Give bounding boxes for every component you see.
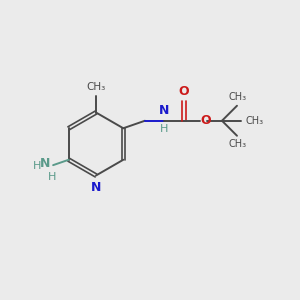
Text: CH₃: CH₃ [245,116,263,126]
Text: CH₃: CH₃ [86,82,106,92]
Text: H: H [160,124,169,134]
Text: H: H [33,161,42,171]
Text: O: O [201,114,211,127]
Text: CH₃: CH₃ [229,139,247,149]
Text: N: N [159,104,170,117]
Text: CH₃: CH₃ [229,92,247,102]
Text: O: O [178,85,189,98]
Text: N: N [91,181,101,194]
Text: H: H [47,172,56,182]
Text: N: N [40,158,51,170]
